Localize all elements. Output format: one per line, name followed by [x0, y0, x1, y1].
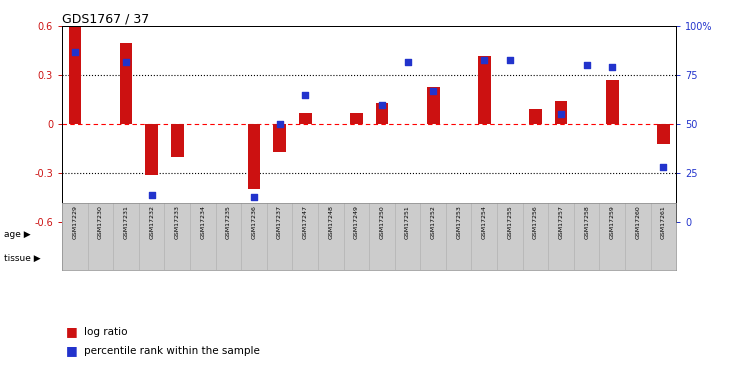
Text: adipose: adipose — [398, 253, 442, 263]
Text: GDS1767 / 37: GDS1767 / 37 — [62, 12, 149, 25]
Point — [376, 102, 387, 108]
Text: liver: liver — [306, 253, 330, 263]
Point — [69, 49, 81, 55]
Text: percentile rank within the sample: percentile rank within the sample — [84, 346, 260, 355]
Point — [300, 92, 311, 98]
Text: GSM17235: GSM17235 — [226, 205, 231, 239]
Text: GSM17249: GSM17249 — [354, 205, 359, 239]
Bar — [164, 246, 267, 270]
Text: 6 wk: 6 wk — [202, 228, 230, 241]
Bar — [529, 110, 542, 124]
Bar — [350, 113, 363, 124]
Bar — [574, 246, 676, 270]
Text: GSM17234: GSM17234 — [200, 205, 205, 239]
Bar — [273, 124, 286, 152]
Text: GSM17259: GSM17259 — [610, 205, 615, 239]
Point — [120, 58, 132, 64]
Text: liver: liver — [613, 253, 637, 263]
Bar — [369, 222, 676, 246]
Bar — [427, 87, 439, 124]
Text: ■: ■ — [66, 344, 77, 357]
Text: GSM17255: GSM17255 — [507, 205, 512, 239]
Text: GSM17253: GSM17253 — [456, 205, 461, 239]
Bar — [471, 246, 574, 270]
Text: GSM17233: GSM17233 — [175, 205, 180, 239]
Bar — [171, 124, 183, 157]
Text: GSM17232: GSM17232 — [149, 205, 154, 239]
Point — [478, 57, 490, 63]
Text: GSM17251: GSM17251 — [405, 205, 410, 239]
Text: GSM17231: GSM17231 — [124, 205, 129, 239]
Text: adipose: adipose — [91, 253, 135, 263]
Text: GSM17247: GSM17247 — [303, 205, 308, 239]
Bar — [376, 103, 388, 124]
Point — [402, 58, 414, 64]
Point — [504, 57, 516, 63]
Text: log ratio: log ratio — [84, 327, 128, 337]
Text: GSM17261: GSM17261 — [661, 205, 666, 239]
Text: GSM17254: GSM17254 — [482, 205, 487, 239]
Bar — [299, 113, 311, 124]
Text: GSM17248: GSM17248 — [328, 205, 333, 239]
Text: GSM17260: GSM17260 — [635, 205, 640, 239]
Text: GSM17252: GSM17252 — [431, 205, 436, 239]
Point — [658, 164, 670, 170]
Text: ■: ■ — [66, 326, 77, 338]
Text: GSM17258: GSM17258 — [584, 205, 589, 239]
Bar — [120, 43, 132, 124]
Bar — [478, 56, 491, 124]
Bar — [62, 222, 369, 246]
Text: 12 wk: 12 wk — [505, 228, 540, 241]
Bar — [555, 101, 567, 124]
Bar — [606, 80, 618, 124]
Text: tissue ▶: tissue ▶ — [4, 254, 40, 262]
Bar — [267, 246, 369, 270]
Text: GSM17230: GSM17230 — [98, 205, 103, 239]
Point — [145, 192, 158, 198]
Text: age ▶: age ▶ — [4, 230, 30, 238]
Text: GSM17236: GSM17236 — [251, 205, 257, 239]
Text: muscle: muscle — [503, 253, 542, 263]
Point — [249, 194, 260, 200]
Bar — [62, 246, 164, 270]
Point — [273, 121, 285, 127]
Point — [581, 62, 593, 68]
Text: GSM17229: GSM17229 — [72, 205, 77, 239]
Point — [606, 64, 618, 70]
Bar — [369, 246, 471, 270]
Bar — [248, 124, 260, 189]
Bar — [69, 26, 81, 124]
Point — [556, 111, 567, 117]
Bar — [145, 124, 158, 175]
Text: GSM17237: GSM17237 — [277, 205, 282, 239]
Text: GSM17257: GSM17257 — [558, 205, 564, 239]
Bar — [657, 124, 670, 144]
Text: GSM17250: GSM17250 — [379, 205, 385, 239]
Text: GSM17256: GSM17256 — [533, 205, 538, 239]
Point — [427, 88, 439, 94]
Text: muscle: muscle — [196, 253, 235, 263]
